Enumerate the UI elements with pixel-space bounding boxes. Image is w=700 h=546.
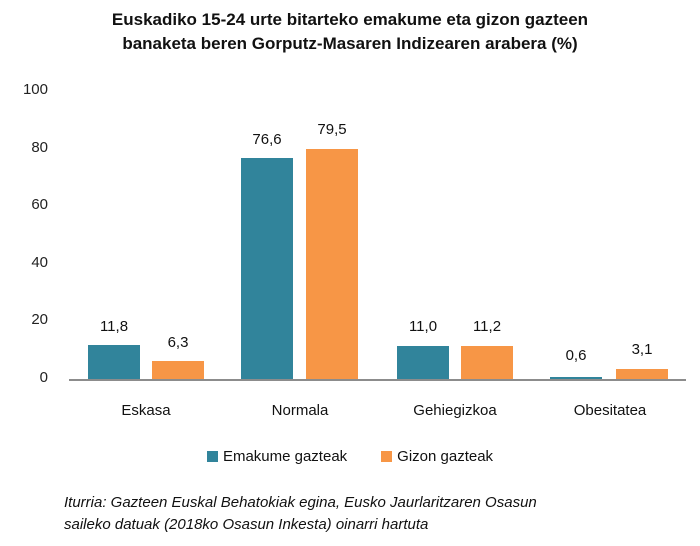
- legend-item-men: Gizon gazteak: [381, 448, 493, 465]
- source-line-2: saileko datuak (2018ko Osasun Inkesta) o…: [64, 516, 429, 533]
- category-gehiegizkoa: Gehiegizkoa: [413, 402, 497, 419]
- legend-label-men: Gizon gazteak: [397, 448, 494, 465]
- bar-gehiegizkoa-men: [461, 346, 513, 379]
- category-obesitatea: Obesitatea: [573, 402, 647, 419]
- legend: Emakume gazteak Gizon gazteak: [0, 448, 700, 465]
- bar-eskasa-women: [88, 345, 140, 379]
- legend-label-women: Emakume gazteak: [222, 448, 348, 465]
- legend-item-women: Emakume gazteak: [206, 448, 348, 465]
- bar-obesitatea-women: [550, 377, 602, 379]
- source-line-1: Iturria: Gazteen Euskal Behatokiak egina…: [64, 494, 537, 511]
- y-tick-0: 0: [39, 369, 48, 386]
- bar-normala-women: [241, 158, 293, 379]
- y-tick-20: 20: [31, 311, 48, 328]
- category-normala: Normala: [271, 402, 329, 419]
- title-line-1: Euskadiko 15-24 urte bitarteko emakume e…: [111, 10, 589, 29]
- y-tick-60: 60: [31, 196, 48, 213]
- category-eskasa: Eskasa: [121, 402, 171, 419]
- bar-gehiegizkoa-women: [397, 346, 449, 379]
- value-label: 76,6: [252, 131, 282, 148]
- value-label: 3,1: [631, 341, 653, 358]
- value-label: 11,8: [99, 318, 129, 335]
- value-label: 0,6: [565, 347, 587, 364]
- y-tick-80: 80: [31, 139, 48, 156]
- y-tick-40: 40: [31, 254, 48, 271]
- source-note: Iturria: Gazteen Euskal Behatokiak egina…: [64, 492, 684, 536]
- title-line-2: banaketa beren Gorputz-Masaren Indizeare…: [122, 34, 578, 53]
- chart-title: Euskadiko 15-24 urte bitarteko emakume e…: [0, 8, 700, 56]
- x-axis-line: [69, 379, 686, 381]
- legend-swatch-men-icon: [381, 451, 393, 462]
- value-label: 11,0: [408, 318, 438, 335]
- bar-normala-men: [306, 149, 358, 379]
- bar-eskasa-men: [152, 361, 204, 379]
- value-label: 11,2: [472, 318, 502, 335]
- value-label: 79,5: [317, 121, 347, 138]
- value-label: 6,3: [167, 334, 189, 351]
- bar-obesitatea-men: [616, 369, 668, 379]
- y-tick-100: 100: [22, 81, 48, 98]
- legend-swatch-women-icon: [206, 451, 218, 462]
